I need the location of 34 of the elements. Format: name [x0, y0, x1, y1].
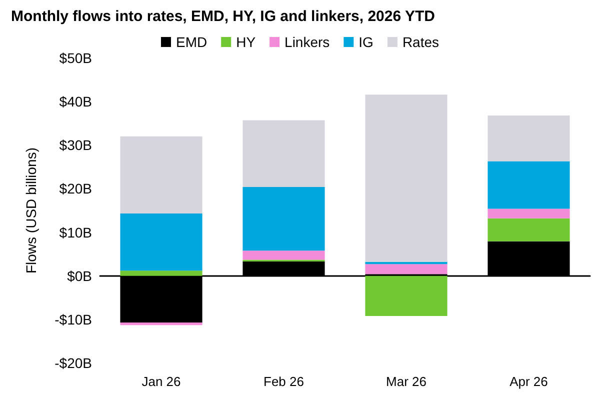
x-tick-label: Feb 26: [264, 374, 304, 389]
bar: [488, 208, 570, 218]
y-tick-label: -$10B: [54, 311, 92, 328]
bar: [120, 322, 202, 326]
legend-label: Linkers: [284, 34, 330, 50]
y-tick-label: $50B: [59, 50, 92, 66]
bar: [365, 262, 448, 264]
bar: [488, 161, 570, 209]
bar: [120, 214, 202, 271]
y-axis-title: Flows (USD billions): [23, 147, 39, 274]
y-tick-label: $40B: [59, 94, 92, 110]
bar: [242, 250, 325, 260]
bar: [242, 120, 325, 187]
bar: [120, 136, 202, 214]
legend-label: EMD: [176, 34, 208, 50]
legend-label: Rates: [402, 34, 440, 50]
x-tick-label: Apr 26: [510, 374, 548, 389]
legend-label: IG: [358, 34, 374, 50]
y-tick-label: $30B: [59, 137, 92, 154]
legend-label: HY: [236, 34, 256, 50]
bar: [488, 116, 570, 162]
bar: [120, 270, 202, 276]
x-tick-label: Mar 26: [386, 374, 426, 389]
x-tick-label: Jan 26: [142, 374, 181, 389]
y-tick-label: $20B: [59, 180, 92, 197]
bar: [242, 186, 325, 251]
bar: [365, 276, 448, 316]
y-tick-label: -$20B: [54, 355, 92, 371]
y-tick-label: $10B: [59, 224, 92, 240]
bar: [365, 94, 448, 262]
y-tick-label: $0B: [67, 268, 92, 284]
chart-title: Monthly flows into rates, EMD, HY, IG and linkers, 2026 YTD: [11, 8, 436, 25]
bar: [488, 218, 570, 242]
bar: [365, 264, 448, 274]
